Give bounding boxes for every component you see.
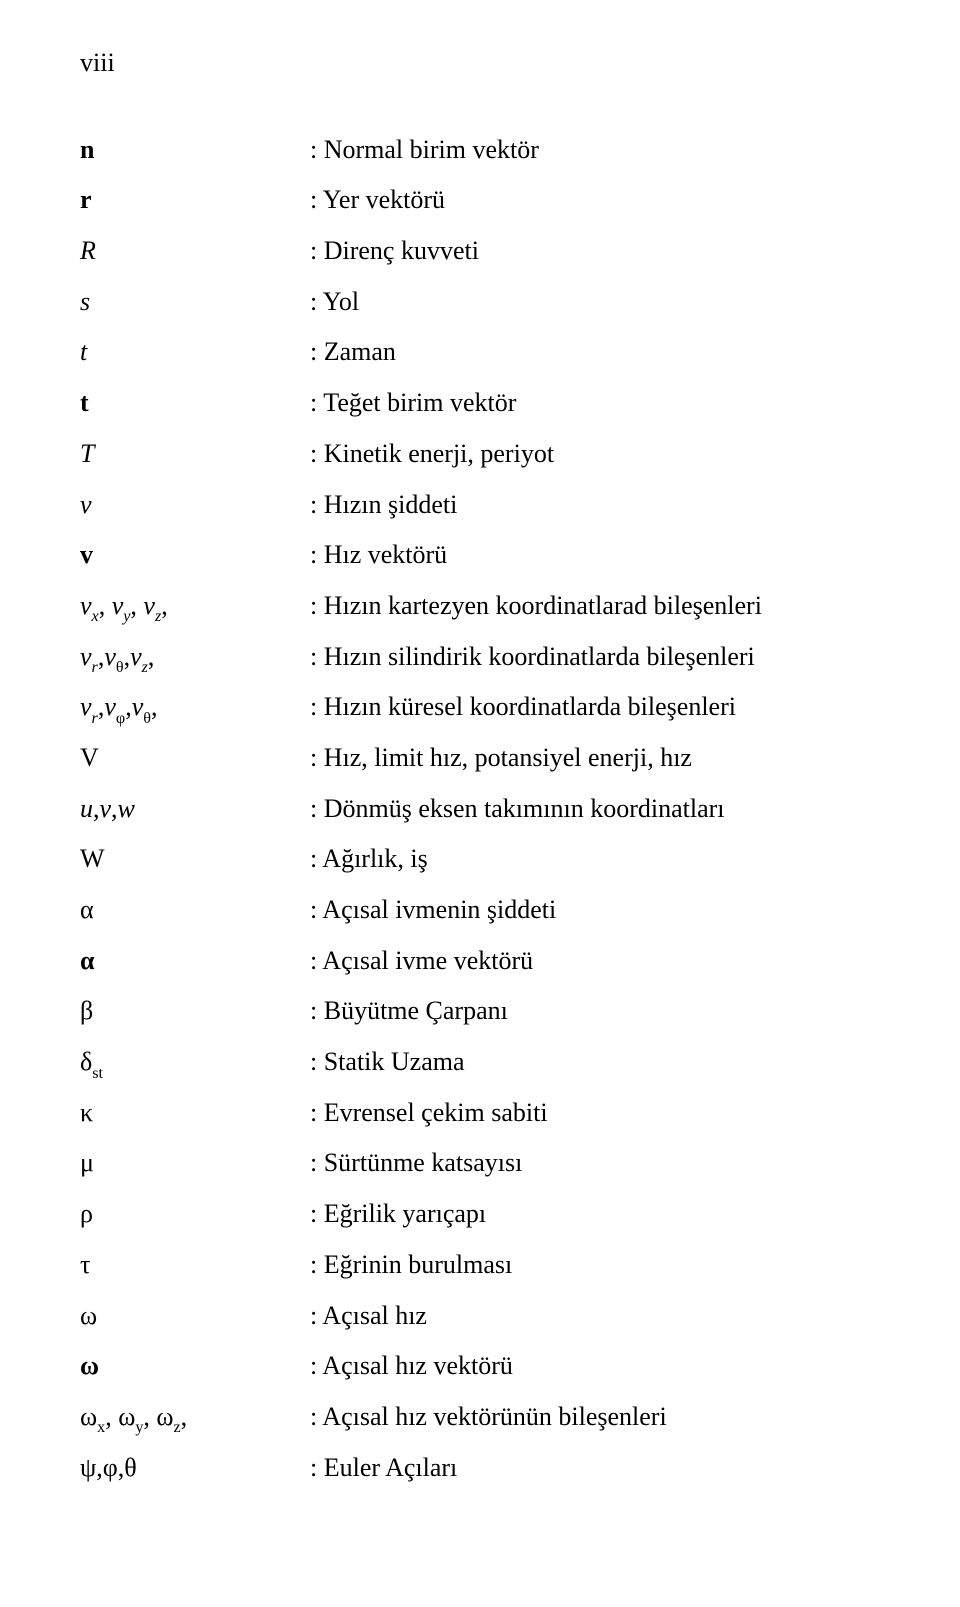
symbol-row: vx, vy, vz,: Hızın kartezyen koordinatla… xyxy=(80,581,900,632)
symbol-row: ω: Açısal hız xyxy=(80,1291,900,1342)
definition-cell: : Açısal ivmenin şiddeti xyxy=(310,885,900,936)
symbol-cell: μ xyxy=(80,1138,310,1189)
symbol-list: n: Normal birim vektörr: Yer vektörüR: D… xyxy=(80,125,900,1494)
symbol-row: V: Hız, limit hız, potansiyel enerji, hı… xyxy=(80,733,900,784)
symbol-row: n: Normal birim vektör xyxy=(80,125,900,176)
symbol-row: ρ: Eğrilik yarıçapı xyxy=(80,1189,900,1240)
symbol-row: κ: Evrensel çekim sabiti xyxy=(80,1088,900,1139)
symbol-row: t: Teğet birim vektör xyxy=(80,378,900,429)
definition-cell: : Hızın kartezyen koordinatlarad bileşen… xyxy=(310,581,900,632)
symbol-cell: ωx, ωy, ωz, xyxy=(80,1392,310,1443)
definition-cell: : Sürtünme katsayısı xyxy=(310,1138,900,1189)
symbol-row: R: Direnç kuvveti xyxy=(80,226,900,277)
symbol-cell: α xyxy=(80,885,310,936)
definition-cell: : Hız vektörü xyxy=(310,530,900,581)
symbol-cell: n xyxy=(80,125,310,176)
symbol-cell: v xyxy=(80,530,310,581)
definition-cell: : Euler Açıları xyxy=(310,1443,900,1494)
definition-cell: : Eğrinin burulması xyxy=(310,1240,900,1291)
symbol-row: u,v,w: Dönmüş eksen takımının koordinatl… xyxy=(80,784,900,835)
symbol-cell: T xyxy=(80,429,310,480)
symbol-row: T: Kinetik enerji, periyot xyxy=(80,429,900,480)
symbol-row: vr,vθ,vz,: Hızın silindirik koordinatlar… xyxy=(80,632,900,683)
definition-cell: : Statik Uzama xyxy=(310,1037,900,1088)
definition-cell: : Hızın silindirik koordinatlarda bileşe… xyxy=(310,632,900,683)
symbol-row: α: Açısal ivme vektörü xyxy=(80,936,900,987)
symbol-cell: t xyxy=(80,378,310,429)
symbol-cell: s xyxy=(80,277,310,328)
symbol-cell: α xyxy=(80,936,310,987)
symbol-row: α: Açısal ivmenin şiddeti xyxy=(80,885,900,936)
symbol-row: β: Büyütme Çarpanı xyxy=(80,986,900,1037)
symbol-cell: δst xyxy=(80,1037,310,1088)
symbol-cell: W xyxy=(80,834,310,885)
symbol-row: v: Hız vektörü xyxy=(80,530,900,581)
symbol-row: ω: Açısal hız vektörü xyxy=(80,1341,900,1392)
symbol-cell: V xyxy=(80,733,310,784)
symbol-row: s: Yol xyxy=(80,277,900,328)
page-number: viii xyxy=(80,38,900,89)
definition-cell: : Kinetik enerji, periyot xyxy=(310,429,900,480)
symbol-row: τ: Eğrinin burulması xyxy=(80,1240,900,1291)
definition-cell: : Teğet birim vektör xyxy=(310,378,900,429)
symbol-cell: t xyxy=(80,327,310,378)
definition-cell: : Hız, limit hız, potansiyel enerji, hız xyxy=(310,733,900,784)
symbol-cell: v xyxy=(80,480,310,531)
symbol-cell: τ xyxy=(80,1240,310,1291)
symbol-cell: u,v,w xyxy=(80,784,310,835)
definition-cell: : Normal birim vektör xyxy=(310,125,900,176)
symbol-row: vr,vφ,vθ,: Hızın küresel koordinatlarda … xyxy=(80,682,900,733)
definition-cell: : Açısal ivme vektörü xyxy=(310,936,900,987)
symbol-cell: vr,vφ,vθ, xyxy=(80,682,310,733)
symbol-cell: ρ xyxy=(80,1189,310,1240)
symbol-row: ωx, ωy, ωz,: Açısal hız vektörünün bileş… xyxy=(80,1392,900,1443)
definition-cell: : Açısal hız vektörünün bileşenleri xyxy=(310,1392,900,1443)
definition-cell: : Açısal hız xyxy=(310,1291,900,1342)
symbol-cell: ω xyxy=(80,1291,310,1342)
symbol-cell: vr,vθ,vz, xyxy=(80,632,310,683)
symbol-row: v: Hızın şiddeti xyxy=(80,480,900,531)
definition-cell: : Eğrilik yarıçapı xyxy=(310,1189,900,1240)
symbol-cell: β xyxy=(80,986,310,1037)
symbol-cell: r xyxy=(80,175,310,226)
definition-cell: : Açısal hız vektörü xyxy=(310,1341,900,1392)
symbol-row: μ: Sürtünme katsayısı xyxy=(80,1138,900,1189)
definition-cell: : Direnç kuvveti xyxy=(310,226,900,277)
definition-cell: : Hızın şiddeti xyxy=(310,480,900,531)
definition-cell: : Yer vektörü xyxy=(310,175,900,226)
definition-cell: : Hızın küresel koordinatlarda bileşenle… xyxy=(310,682,900,733)
page: viii n: Normal birim vektörr: Yer vektör… xyxy=(0,0,960,1607)
definition-cell: : Büyütme Çarpanı xyxy=(310,986,900,1037)
symbol-row: W: Ağırlık, iş xyxy=(80,834,900,885)
symbol-row: ψ,φ,θ: Euler Açıları xyxy=(80,1443,900,1494)
definition-cell: : Dönmüş eksen takımının koordinatları xyxy=(310,784,900,835)
definition-cell: : Zaman xyxy=(310,327,900,378)
symbol-row: δst: Statik Uzama xyxy=(80,1037,900,1088)
definition-cell: : Ağırlık, iş xyxy=(310,834,900,885)
definition-cell: : Yol xyxy=(310,277,900,328)
symbol-row: t: Zaman xyxy=(80,327,900,378)
definition-cell: : Evrensel çekim sabiti xyxy=(310,1088,900,1139)
symbol-cell: vx, vy, vz, xyxy=(80,581,310,632)
symbol-cell: ω xyxy=(80,1341,310,1392)
symbol-cell: R xyxy=(80,226,310,277)
symbol-cell: ψ,φ,θ xyxy=(80,1443,310,1494)
symbol-cell: κ xyxy=(80,1088,310,1139)
symbol-row: r: Yer vektörü xyxy=(80,175,900,226)
